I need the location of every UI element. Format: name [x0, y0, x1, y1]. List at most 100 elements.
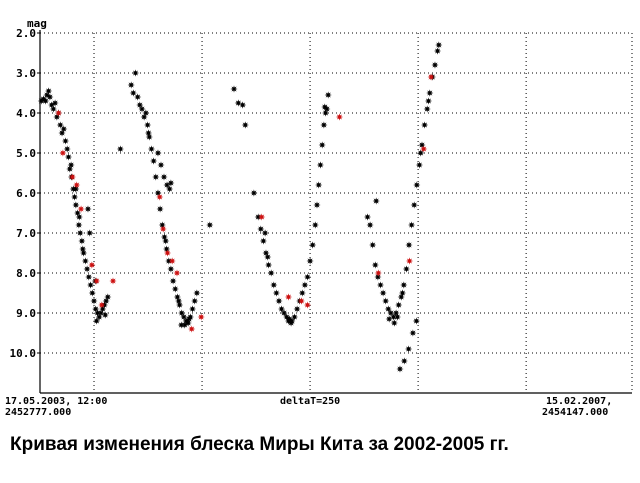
point-black-star: [261, 229, 269, 237]
point-black-star: [387, 309, 395, 317]
point-black-star: [287, 319, 295, 327]
point-black-star: [193, 289, 201, 297]
y-tick-label: 4.0: [16, 107, 36, 120]
point-black-star: [86, 229, 94, 237]
point-black-star: [160, 173, 168, 181]
point-red-star: [297, 297, 305, 305]
point-black-star: [321, 103, 329, 111]
point-red-star: [163, 249, 172, 257]
point-red-star: [173, 269, 181, 277]
point-black-star: [405, 241, 413, 249]
point-black-star: [152, 173, 160, 181]
point-black-star: [290, 313, 299, 321]
point-black-star: [385, 315, 393, 323]
point-black-star: [405, 345, 413, 353]
point-red-star: [168, 257, 176, 265]
y-tick-label: 5.0: [16, 147, 36, 160]
point-black-star: [293, 305, 301, 313]
point-red-star: [197, 313, 205, 321]
point-black-star: [157, 161, 165, 169]
y-tick-label: 6.0: [16, 187, 36, 200]
point-black-star: [280, 309, 288, 317]
point-black-star: [398, 289, 407, 297]
point-black-star: [267, 269, 275, 277]
point-black-star: [178, 309, 186, 317]
point-red-star: [59, 149, 67, 157]
point-black-star: [426, 89, 434, 97]
point-black-star: [176, 301, 184, 309]
point-black-star: [101, 311, 109, 319]
point-black-star: [239, 101, 247, 109]
point-black-star: [93, 317, 101, 325]
point-black-star: [166, 185, 174, 193]
point-red-star: [77, 205, 85, 213]
point-black-star: [322, 109, 330, 117]
point-black-star: [412, 317, 420, 325]
point-black-star: [230, 85, 238, 93]
x-start-date-label: 17.05.2003, 12:00: [5, 396, 107, 407]
point-black-star: [320, 121, 328, 129]
point-black-star: [275, 297, 283, 305]
point-black-star: [90, 297, 98, 305]
point-black-star: [87, 281, 95, 289]
point-black-star: [324, 91, 332, 99]
point-red-star: [156, 193, 164, 201]
point-black-star: [185, 315, 193, 323]
y-tick-label: 2.0: [16, 27, 36, 40]
point-black-star: [390, 319, 398, 327]
y-axis-label: mag: [27, 17, 47, 30]
point-black-star: [400, 281, 408, 289]
point-black-star: [64, 153, 73, 161]
point-black-star: [127, 81, 135, 89]
point-black-star: [116, 145, 124, 153]
point-black-star: [316, 161, 324, 169]
point-black-star: [75, 221, 83, 229]
point-black-star: [169, 277, 177, 285]
point-black-star: [42, 97, 50, 105]
point-black-star: [51, 99, 59, 107]
y-tick-labels: 2.0 3.0 4.0 5.0 6.0 7.0 8.0 9.0 10.0: [10, 27, 40, 360]
point-red-star: [68, 173, 76, 181]
point-black-star: [241, 121, 249, 129]
point-black-star: [264, 253, 272, 261]
y-tick-label: 10.0: [10, 347, 37, 360]
point-black-star: [167, 265, 175, 273]
point-black-star: [84, 205, 92, 213]
point-black-star: [250, 189, 258, 197]
point-red-star: [73, 181, 81, 189]
point-black-star: [371, 261, 379, 269]
x-end-date-label: 15.02.2007,: [546, 396, 612, 407]
point-black-star: [408, 221, 416, 229]
point-black-star: [376, 281, 385, 289]
point-black-star: [145, 133, 153, 141]
point-black-star: [79, 245, 87, 253]
point-black-star: [129, 89, 137, 97]
point-red-star: [335, 113, 344, 121]
y-tick-label: 3.0: [16, 67, 36, 80]
point-black-star: [163, 245, 171, 253]
point-black-star: [392, 309, 400, 317]
point-black-star: [306, 257, 314, 265]
point-black-star: [67, 161, 75, 169]
point-black-star: [61, 137, 70, 145]
point-black-star: [382, 297, 390, 305]
point-red-star: [405, 257, 414, 265]
point-red-star: [284, 293, 293, 301]
point-black-star: [363, 213, 372, 221]
point-black-star: [313, 201, 321, 209]
point-black-star: [402, 265, 410, 273]
point-black-star: [167, 179, 175, 187]
point-black-star: [134, 93, 142, 101]
point-black-star: [415, 161, 423, 169]
point-black-star: [409, 329, 417, 337]
point-red-star: [159, 225, 167, 233]
point-red-star: [303, 301, 312, 309]
point-red-star: [93, 277, 101, 285]
x-end-jd-label: 2454147.000: [542, 407, 608, 418]
point-black-star: [188, 305, 197, 313]
chart-frame: [39, 30, 633, 394]
point-black-star: [136, 101, 144, 109]
point-black-star: [78, 237, 86, 245]
point-black-star: [278, 305, 286, 313]
point-black-star: [379, 289, 387, 297]
